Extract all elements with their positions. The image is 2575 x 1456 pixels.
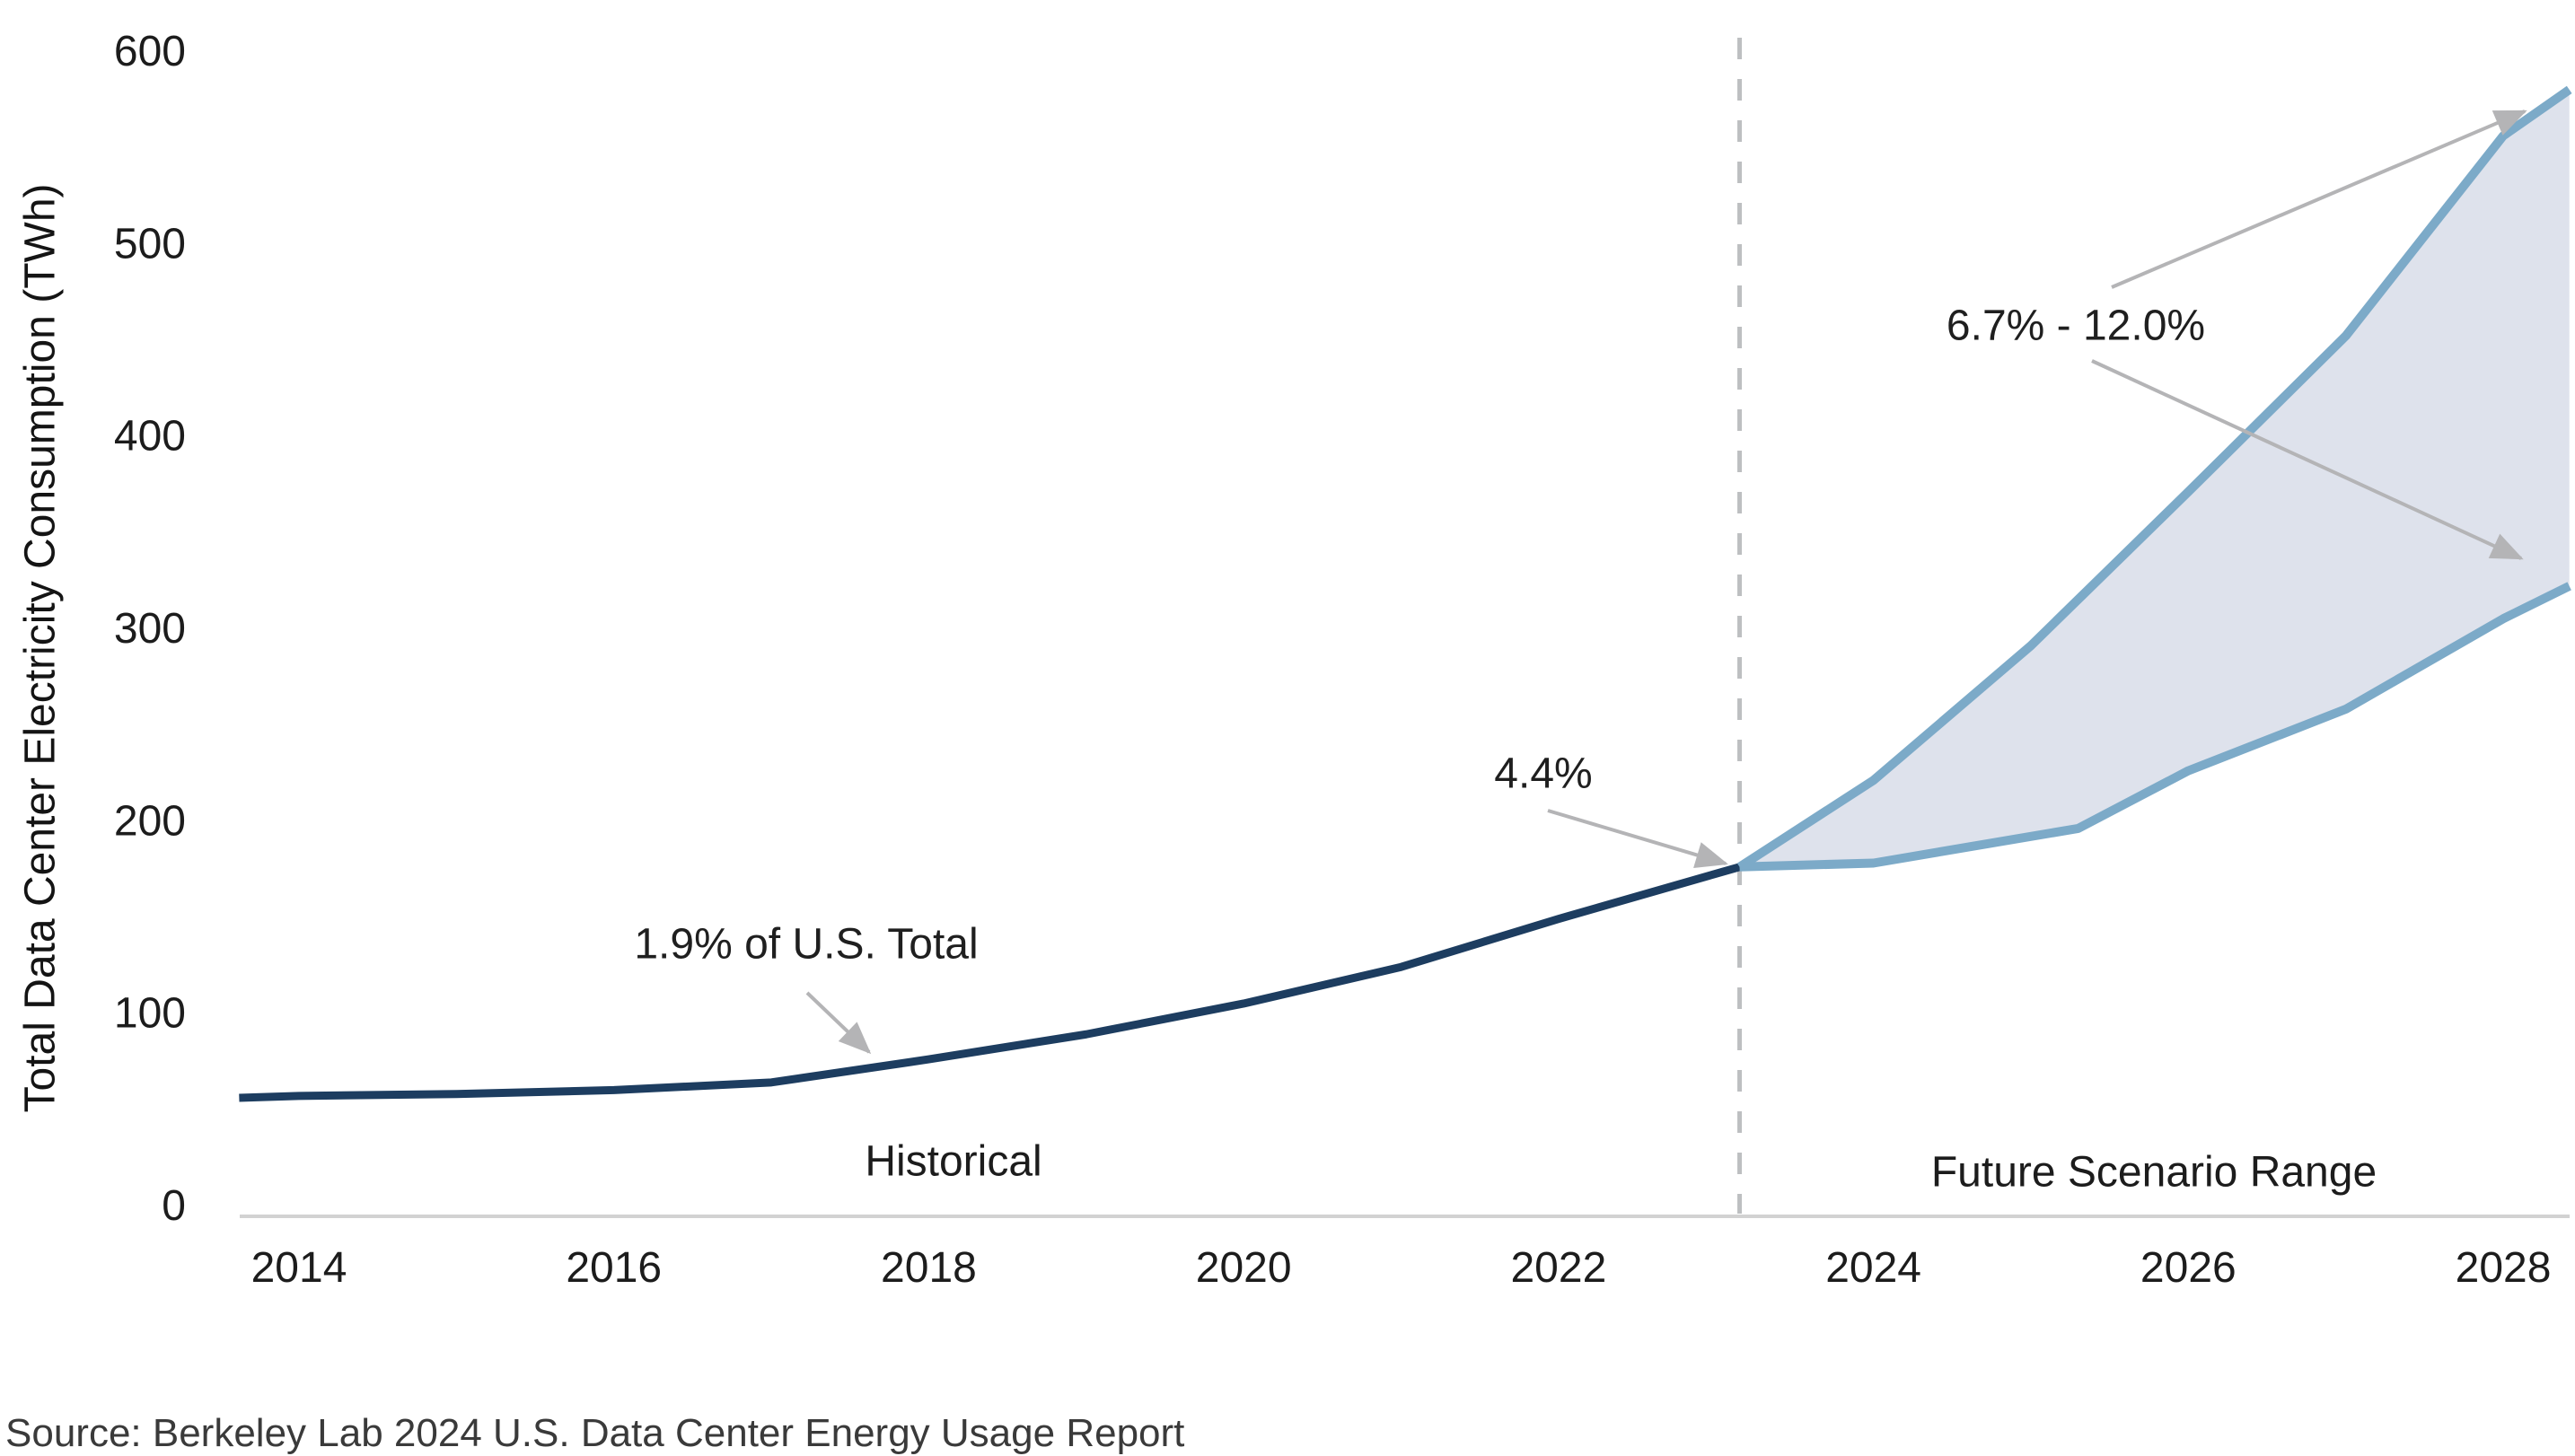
y-tick-label: 600 <box>114 28 186 75</box>
tick-layer: 0 100 200 300 400 500 600 2014 2016 2018 2020 2022 2… <box>114 28 2552 1292</box>
region-label-future: Future Scenario Range <box>1930 1148 2377 1197</box>
annotation-arrow <box>805 991 872 1055</box>
x-tick-label: 2016 <box>566 1244 662 1292</box>
y-axis-title: Total Data Center Electricity Consumptio… <box>16 183 65 1113</box>
y-tick-label: 200 <box>114 797 186 845</box>
annotation-arrow <box>2111 110 2527 289</box>
annotation-6-7-to-12-percent: 6.7% - 12.0% <box>1946 302 2206 350</box>
series-future-high <box>1736 85 2572 871</box>
x-tick-label: 2022 <box>1510 1244 1606 1292</box>
annotation-arrow <box>2091 359 2524 560</box>
y-tick-label: 400 <box>114 413 186 460</box>
series-layer <box>239 85 2572 1102</box>
band-layer <box>1739 89 2570 867</box>
arrow-layer <box>805 110 2527 1055</box>
source-caption: Source: Berkeley Lab 2024 U.S. Data Cent… <box>5 1411 1185 1455</box>
x-tick-label: 2028 <box>2456 1244 2552 1292</box>
y-tick-label: 0 <box>162 1182 186 1230</box>
x-tick-label: 2018 <box>881 1244 977 1292</box>
annotation-arrow <box>1547 809 1728 868</box>
x-tick-label: 2014 <box>251 1244 347 1292</box>
y-tick-label: 500 <box>114 220 186 268</box>
region-label-historical: Historical <box>865 1137 1042 1186</box>
annotation-1-9-percent: 1.9% of U.S. Total <box>634 920 979 969</box>
series-historical <box>239 863 1741 1102</box>
y-tick-label: 100 <box>114 990 186 1038</box>
scenario-band <box>1739 89 2570 867</box>
series-future-low <box>1739 582 2571 872</box>
x-tick-label: 2026 <box>2140 1244 2237 1292</box>
annotation-4-4-percent: 4.4% <box>1494 750 1593 798</box>
y-tick-label: 300 <box>114 605 186 653</box>
x-tick-label: 2020 <box>1196 1244 1292 1292</box>
x-tick-label: 2024 <box>1825 1244 1921 1292</box>
